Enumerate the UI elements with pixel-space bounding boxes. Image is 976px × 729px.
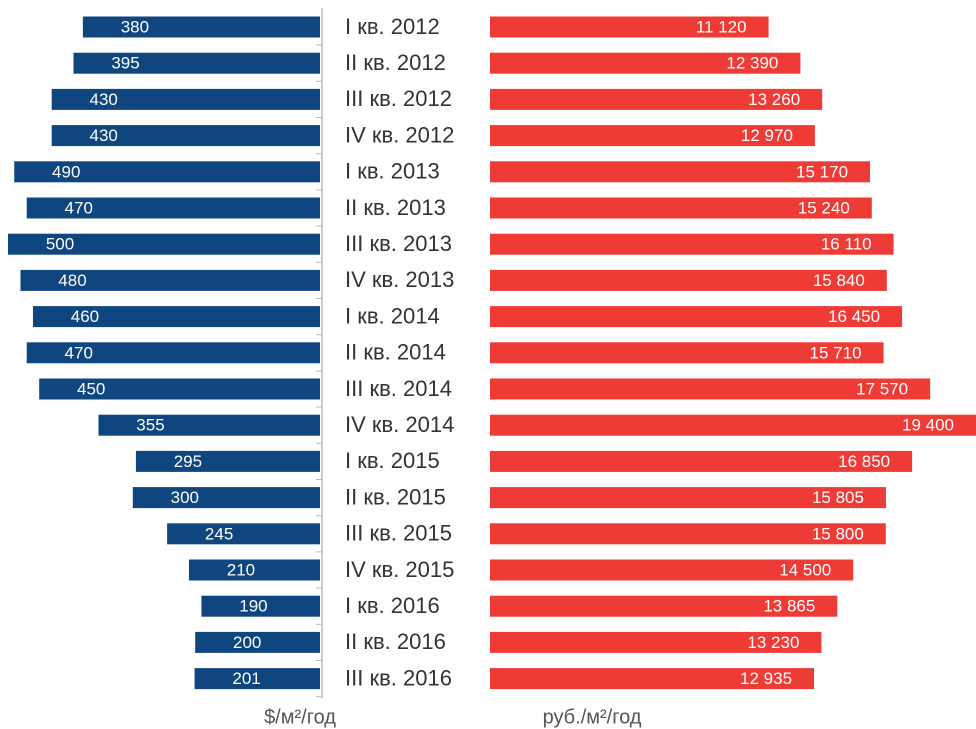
bar xyxy=(490,125,815,147)
bar xyxy=(51,125,321,147)
value-label: 201 xyxy=(232,669,260,688)
category-label: II кв. 2013 xyxy=(345,195,446,220)
bar xyxy=(490,595,838,617)
bar xyxy=(490,197,872,219)
value-label: 13 230 xyxy=(747,633,799,652)
bar xyxy=(26,197,320,219)
category-label: II кв. 2015 xyxy=(345,484,446,509)
bar xyxy=(167,523,320,545)
value-label: 480 xyxy=(58,271,86,290)
category-label: IV кв. 2012 xyxy=(345,122,454,147)
value-label: 295 xyxy=(174,452,202,471)
value-label: 355 xyxy=(136,416,164,435)
value-label: 430 xyxy=(89,90,117,109)
bar xyxy=(8,233,320,255)
bar xyxy=(98,414,320,436)
bar xyxy=(490,487,886,509)
bar xyxy=(39,378,320,400)
bar xyxy=(490,378,931,400)
bar xyxy=(490,631,822,653)
category-label: III кв. 2014 xyxy=(345,376,452,401)
value-label: 470 xyxy=(65,198,93,217)
value-label: 15 800 xyxy=(812,524,864,543)
value-label: 14 500 xyxy=(779,560,831,579)
value-label: 470 xyxy=(65,343,93,362)
bar xyxy=(490,269,887,291)
value-label: 12 970 xyxy=(741,126,793,145)
category-label: IV кв. 2013 xyxy=(345,267,454,292)
value-label: 15 840 xyxy=(813,271,865,290)
bar xyxy=(490,668,815,690)
bar xyxy=(490,88,823,110)
bar xyxy=(132,487,320,509)
bar xyxy=(14,161,321,183)
right-axis-label: руб./м²/год xyxy=(543,706,642,728)
bar xyxy=(32,306,321,328)
value-label: 395 xyxy=(111,54,139,73)
bar xyxy=(490,342,884,364)
value-label: 12 390 xyxy=(726,54,778,73)
bar xyxy=(490,450,913,472)
bar xyxy=(490,306,903,328)
category-label: III кв. 2016 xyxy=(345,665,452,690)
bar xyxy=(20,269,320,291)
value-label: 17 570 xyxy=(856,379,908,398)
value-label: 200 xyxy=(233,633,261,652)
value-label: 19 400 xyxy=(902,416,954,435)
value-label: 16 850 xyxy=(838,452,890,471)
bar xyxy=(51,88,321,110)
category-label: IV кв. 2014 xyxy=(345,412,454,437)
bar xyxy=(82,16,320,38)
category-label: I кв. 2014 xyxy=(345,303,440,328)
value-label: 15 805 xyxy=(812,488,864,507)
value-label: 16 110 xyxy=(821,235,872,254)
bar xyxy=(490,523,886,545)
value-label: 12 935 xyxy=(740,669,792,688)
bar xyxy=(490,233,894,255)
value-label: 460 xyxy=(71,307,99,326)
bar xyxy=(490,52,801,74)
value-label: 450 xyxy=(77,379,105,398)
value-label: 13 865 xyxy=(763,597,815,616)
category-label: I кв. 2012 xyxy=(345,14,440,39)
category-label: II кв. 2014 xyxy=(345,340,446,365)
left-axis-label: $/м²/год xyxy=(264,706,336,728)
value-label: 245 xyxy=(205,524,233,543)
bar xyxy=(195,631,320,653)
category-label: I кв. 2016 xyxy=(345,593,440,618)
bar xyxy=(490,16,769,38)
category-label: IV кв. 2015 xyxy=(345,557,454,582)
bar xyxy=(490,161,871,183)
bar xyxy=(26,342,320,364)
category-label: III кв. 2015 xyxy=(345,521,452,546)
bar xyxy=(201,595,320,617)
value-label: 15 170 xyxy=(796,162,848,181)
value-label: 490 xyxy=(52,162,80,181)
value-label: 210 xyxy=(227,560,255,579)
value-label: 15 710 xyxy=(810,343,862,362)
value-label: 11 120 xyxy=(696,17,747,36)
bar xyxy=(73,52,321,74)
category-label: II кв. 2012 xyxy=(345,50,446,75)
value-label: 300 xyxy=(171,488,199,507)
category-label: III кв. 2013 xyxy=(345,231,452,256)
bar xyxy=(188,559,320,581)
bar xyxy=(490,414,976,436)
category-label: I кв. 2015 xyxy=(345,448,440,473)
value-label: 380 xyxy=(121,17,149,36)
value-label: 430 xyxy=(89,126,117,145)
value-label: 13 260 xyxy=(748,90,800,109)
value-label: 500 xyxy=(46,235,74,254)
bar xyxy=(490,559,854,581)
bar xyxy=(135,450,320,472)
value-label: 16 450 xyxy=(828,307,880,326)
value-label: 190 xyxy=(239,597,267,616)
bar xyxy=(194,668,320,690)
category-label: I кв. 2013 xyxy=(345,159,440,184)
value-label: 15 240 xyxy=(798,198,850,217)
category-label: II кв. 2016 xyxy=(345,629,446,654)
category-label: III кв. 2012 xyxy=(345,86,452,111)
